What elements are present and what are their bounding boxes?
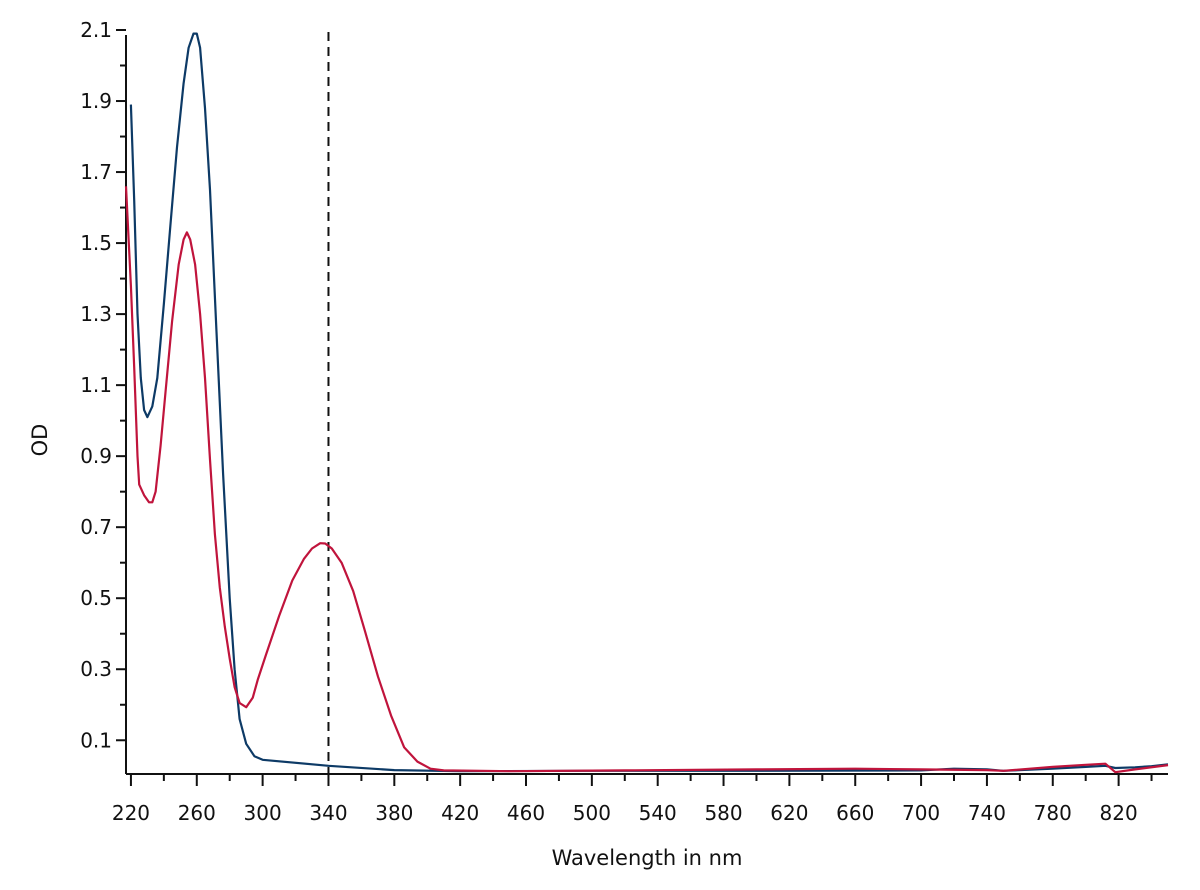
x-tick-label: 500 — [573, 801, 611, 825]
x-tick-label: 700 — [902, 801, 940, 825]
x-tick-label: 420 — [441, 801, 479, 825]
x-tick-label: 620 — [770, 801, 808, 825]
y-tick-label: 2.1 — [80, 18, 112, 42]
y-tick-label: 1.9 — [80, 89, 112, 113]
y-tick-label: 1.7 — [80, 160, 112, 184]
x-tick-label: 460 — [507, 801, 545, 825]
x-tick-label: 340 — [309, 801, 347, 825]
x-tick-label: 780 — [1034, 801, 1072, 825]
y-tick-label: 1.5 — [80, 231, 112, 255]
x-tick-label: 220 — [112, 801, 150, 825]
y-tick-label: 0.9 — [80, 444, 112, 468]
y-tick-label: 0.7 — [80, 515, 112, 539]
x-axis-title: Wavelength in nm — [552, 846, 743, 870]
y-tick-label: 1.3 — [80, 302, 112, 326]
y-axis-title: OD — [28, 424, 52, 457]
y-tick-label: 0.1 — [80, 728, 112, 752]
series-line-1 — [129, 32, 1169, 773]
x-tick-label: 380 — [375, 801, 413, 825]
x-tick-label: 540 — [639, 801, 677, 825]
y-tick-label: 0.3 — [80, 657, 112, 681]
y-tick-label: 0.5 — [80, 586, 112, 610]
series-line-2 — [124, 186, 1169, 774]
x-tick-label: 260 — [178, 801, 216, 825]
axes: 0.1 0.3 0.5 0.7 0.9 1.1 1.3 1.5 1.7 1.9 2.1 220 260 3… — [80, 18, 1168, 825]
plot-area — [124, 32, 1169, 774]
y-tick-label: 1.1 — [80, 373, 112, 397]
x-tick-label: 660 — [836, 801, 874, 825]
x-tick-label: 300 — [244, 801, 282, 825]
x-tick-label: 820 — [1100, 801, 1138, 825]
x-tick-label: 740 — [968, 801, 1006, 825]
x-tick-label: 580 — [704, 801, 742, 825]
